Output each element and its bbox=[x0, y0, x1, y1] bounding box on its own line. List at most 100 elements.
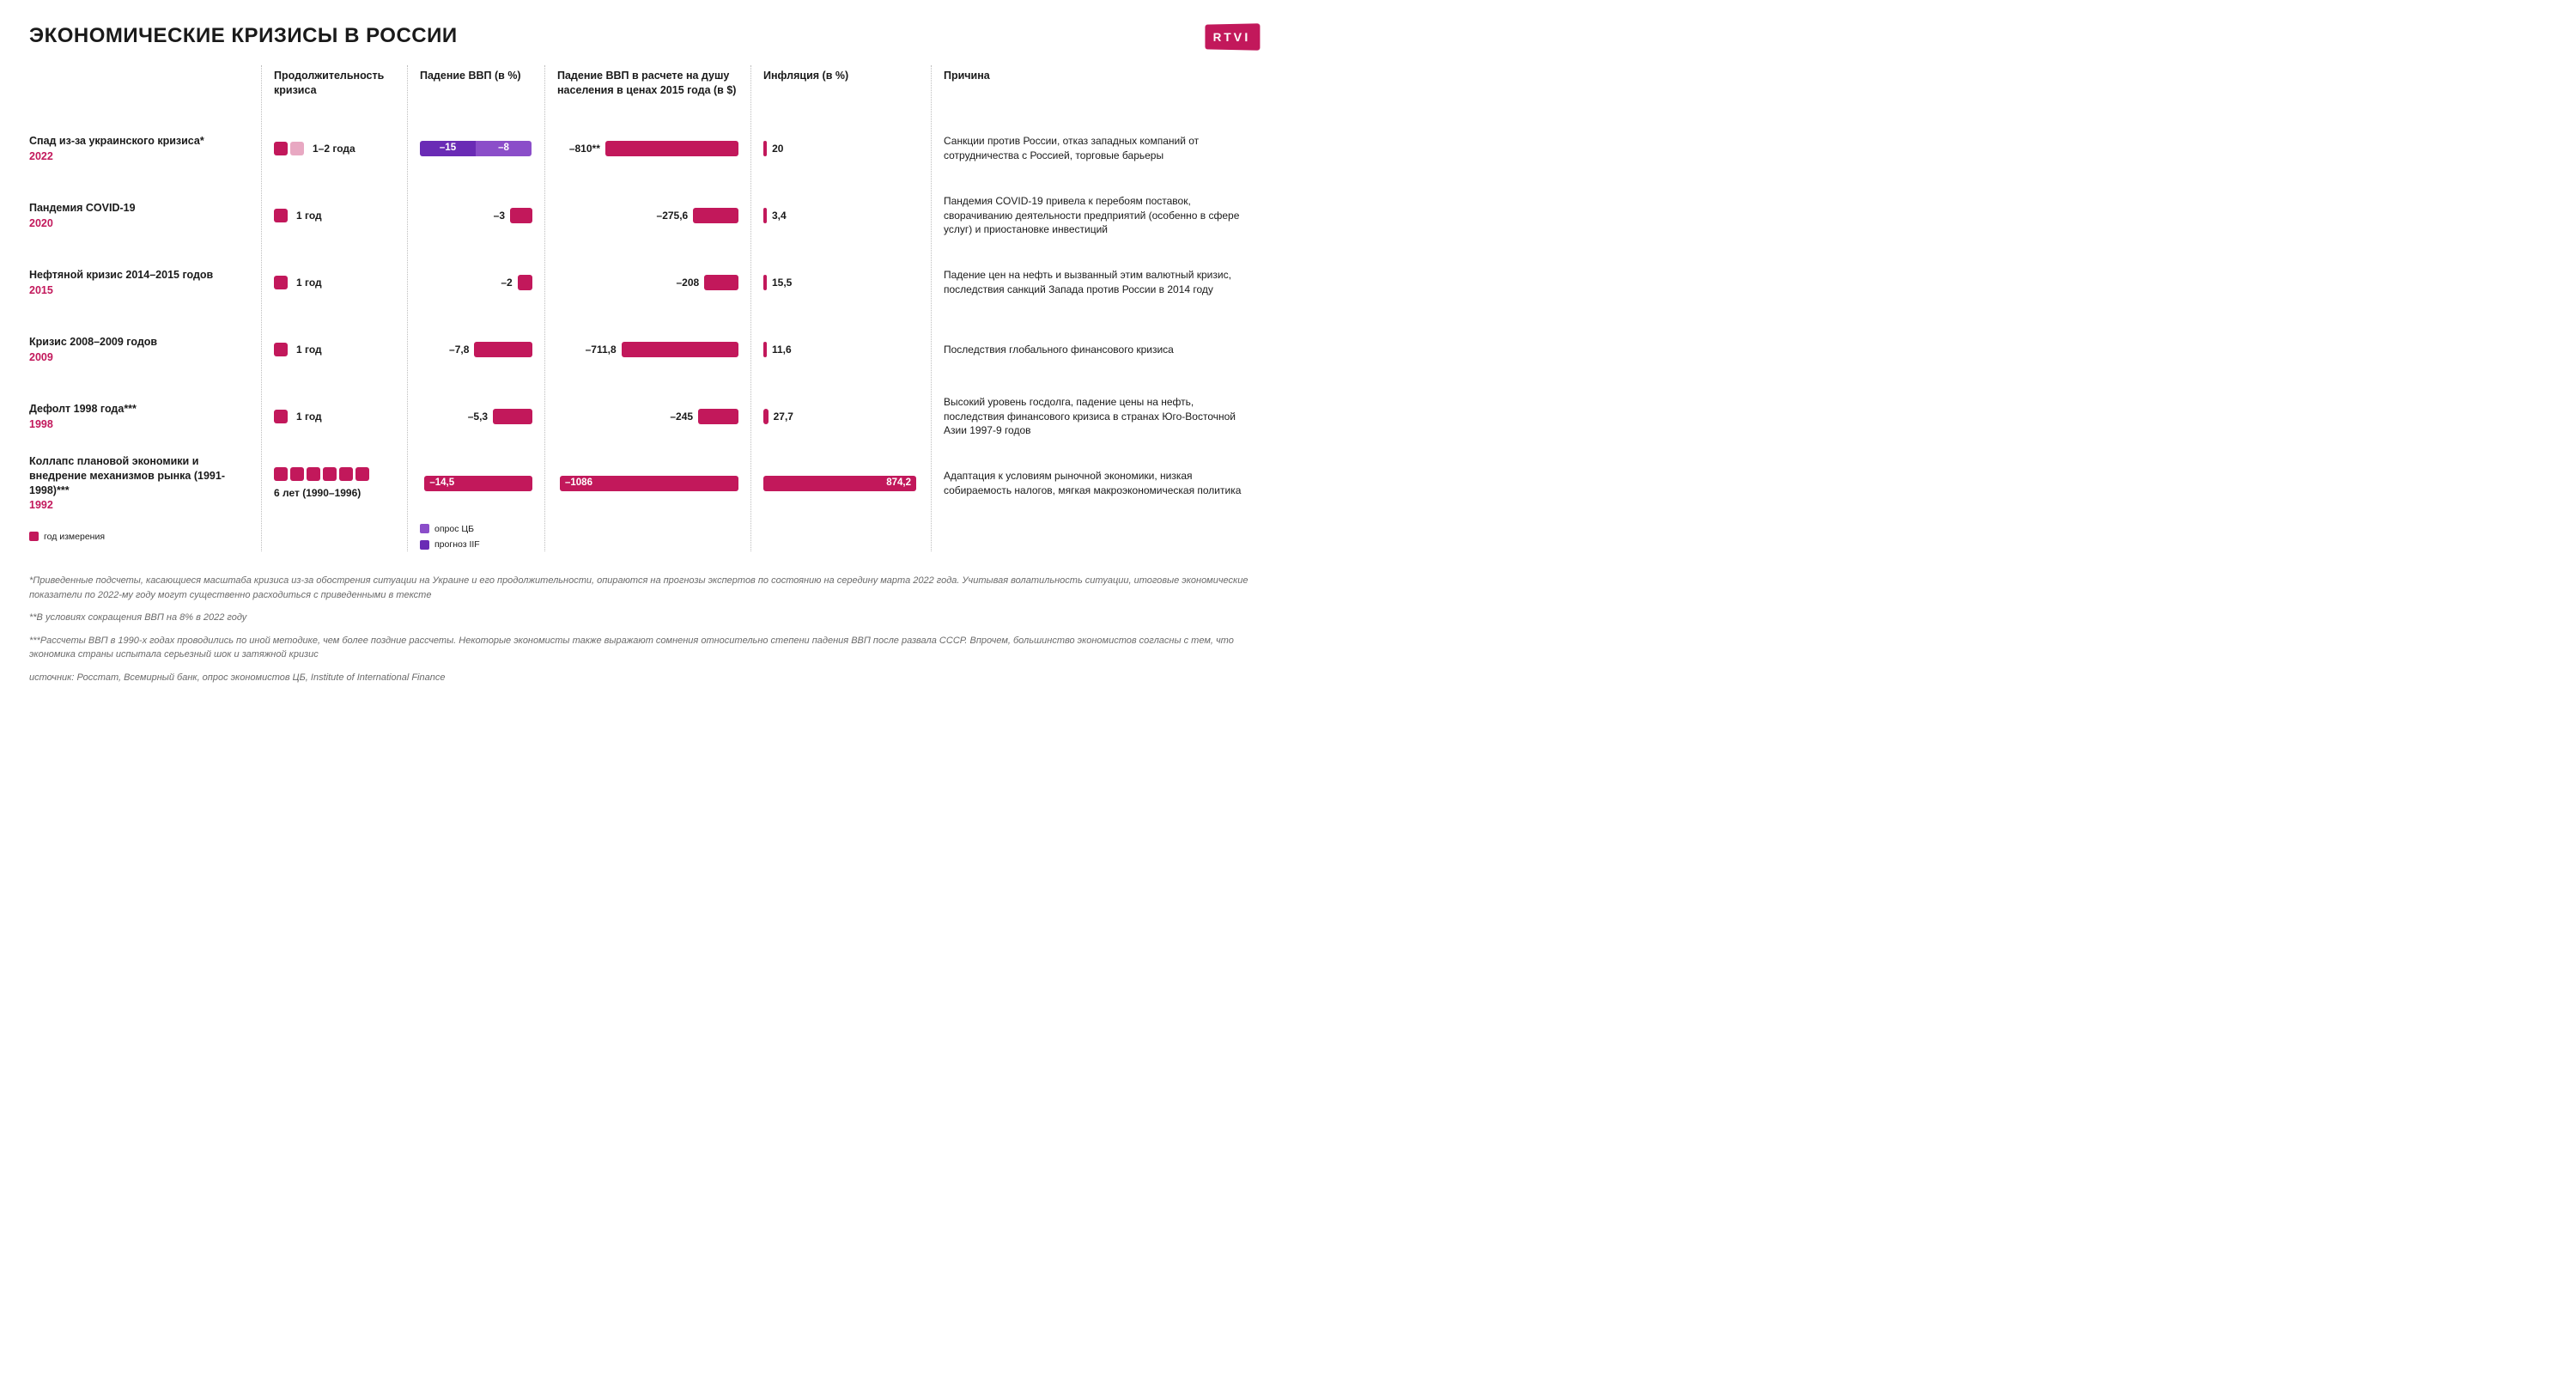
percap-bar bbox=[704, 275, 738, 290]
inflation-bar-wrap: 15,5 bbox=[763, 275, 919, 290]
percap-bar-wrap: –245 bbox=[557, 409, 738, 424]
gdp-pct-cell: –5,3 bbox=[420, 383, 532, 450]
gdp-value: –3 bbox=[494, 209, 505, 222]
duration-block bbox=[274, 410, 288, 423]
crisis-name: Дефолт 1998 года*** bbox=[29, 402, 249, 417]
column-header: Падение ВВП в расчете на душу населения … bbox=[557, 65, 738, 115]
footnote-line: ***Рассчеты ВВП в 1990-х годах проводили… bbox=[29, 634, 1259, 662]
duration-block bbox=[290, 142, 304, 155]
gdp-value: –2 bbox=[501, 276, 512, 289]
gdp-bar-wrap: –2 bbox=[420, 275, 532, 290]
inflation-bar-wrap: 27,7 bbox=[763, 409, 919, 424]
reason-text: Последствия глобального финансового криз… bbox=[944, 343, 1245, 357]
crisis-year: 1992 bbox=[29, 498, 249, 513]
percap-cell: –810** bbox=[557, 115, 738, 182]
gdp-pct-cell: –3 bbox=[420, 182, 532, 249]
column-header: Инфляция (в %) bbox=[763, 65, 919, 115]
legend-square-icon bbox=[29, 532, 39, 541]
percap-bar-wrap: –1086 bbox=[557, 476, 738, 491]
inflation-value: 874,2 bbox=[881, 477, 916, 490]
percap-value: –275,6 bbox=[657, 209, 689, 222]
duration-cell: 6 лет (1990–1996) bbox=[274, 450, 395, 517]
crisis-year: 2020 bbox=[29, 216, 249, 231]
crisis-label: Пандемия COVID-192020 bbox=[29, 182, 249, 249]
reason-text: Высокий уровень госдолга, падение цены н… bbox=[944, 395, 1245, 438]
legend-year-measure: год измерения bbox=[29, 517, 249, 551]
crisis-name: Коллапс плановой экономики и внедрение м… bbox=[29, 454, 249, 498]
column-header: Продолжительность кризиса bbox=[274, 65, 395, 115]
inflation-cell: 874,2 bbox=[763, 450, 919, 517]
duration-label: 1 год bbox=[296, 276, 322, 289]
percap-cell: –245 bbox=[557, 383, 738, 450]
footnote-line: **В условиях сокращения ВВП на 8% в 2022… bbox=[29, 611, 1259, 625]
crisis-year: 2009 bbox=[29, 350, 249, 365]
duration-block bbox=[339, 467, 353, 481]
duration-label: 1 год bbox=[296, 209, 322, 222]
percap-bar-wrap: –208 bbox=[557, 275, 738, 290]
inflation-cell: 11,6 bbox=[763, 316, 919, 383]
reason-cell: Последствия глобального финансового криз… bbox=[944, 316, 1245, 383]
duration-cell: 1–2 года bbox=[274, 115, 395, 182]
percap-cell: –208 bbox=[557, 249, 738, 316]
duration-block bbox=[274, 142, 288, 155]
percap-value: –810** bbox=[569, 142, 600, 155]
percap-value: –245 bbox=[670, 410, 693, 423]
crisis-label: Коллапс плановой экономики и внедрение м… bbox=[29, 450, 249, 517]
inflation-value: 15,5 bbox=[772, 276, 792, 289]
percap-cell: –711,8 bbox=[557, 316, 738, 383]
inflation-value: 3,4 bbox=[772, 209, 787, 222]
duration-block bbox=[307, 467, 320, 481]
reason-text: Адаптация к условиям рыночной экономики,… bbox=[944, 469, 1245, 498]
gdp-value: –5,3 bbox=[468, 410, 488, 423]
inflation-bar bbox=[763, 342, 767, 357]
inflation-bar-wrap: 3,4 bbox=[763, 208, 919, 223]
duration-cell: 1 год bbox=[274, 182, 395, 249]
percap-value: –1086 bbox=[560, 477, 598, 490]
duration-block bbox=[323, 467, 337, 481]
legend-label: опрос ЦБ bbox=[434, 523, 474, 535]
data-table: Спад из-за украинского кризиса*2022Панде… bbox=[29, 65, 1259, 551]
inflation-bar: 874,2 bbox=[763, 476, 916, 491]
duration-label: 6 лет (1990–1996) bbox=[274, 486, 395, 500]
percap-bar-wrap: –711,8 bbox=[557, 342, 738, 357]
crisis-name: Кризис 2008–2009 годов bbox=[29, 335, 249, 350]
crisis-label: Кризис 2008–2009 годов2009 bbox=[29, 316, 249, 383]
gdp-bar-wrap: –14,5 bbox=[420, 476, 532, 491]
crisis-year: 1998 bbox=[29, 417, 249, 432]
percap-bar bbox=[693, 208, 738, 223]
percap-value: –208 bbox=[676, 276, 699, 289]
column-header: Падение ВВП (в %) bbox=[420, 65, 532, 115]
inflation-bar bbox=[763, 409, 769, 424]
inflation-cell: 27,7 bbox=[763, 383, 919, 450]
gdp-value: –7,8 bbox=[449, 343, 469, 356]
duration-cell: 1 год bbox=[274, 383, 395, 450]
crisis-name: Спад из-за украинского кризиса* bbox=[29, 134, 249, 149]
footnotes: *Приведенные подсчеты, касающиеся масшта… bbox=[29, 574, 1259, 684]
gdp-value: –14,5 bbox=[424, 477, 459, 490]
inflation-cell: 20 bbox=[763, 115, 919, 182]
duration-cell: 1 год bbox=[274, 249, 395, 316]
percap-bar bbox=[605, 141, 738, 156]
duration-block bbox=[355, 467, 369, 481]
gdp-bar-wrap: –7,8 bbox=[420, 342, 532, 357]
legend-gdp-sources: опрос ЦБпрогноз IIF bbox=[420, 517, 532, 551]
percap-cell: –1086 bbox=[557, 450, 738, 517]
percap-value: –711,8 bbox=[586, 343, 617, 356]
legend-square-icon bbox=[420, 540, 429, 550]
reason-cell: Пандемия COVID-19 привела к перебоям пос… bbox=[944, 182, 1245, 249]
crisis-name: Пандемия COVID-19 bbox=[29, 201, 249, 216]
reason-cell: Падение цен на нефть и вызванный этим ва… bbox=[944, 249, 1245, 316]
reason-cell: Адаптация к условиям рыночной экономики,… bbox=[944, 450, 1245, 517]
inflation-bar-wrap: 11,6 bbox=[763, 342, 919, 357]
duration-label: 1–2 года bbox=[313, 142, 355, 155]
legend-square-icon bbox=[420, 524, 429, 533]
percap-bar-wrap: –810** bbox=[557, 141, 738, 156]
reason-cell: Высокий уровень госдолга, падение цены н… bbox=[944, 383, 1245, 450]
gdp-bar-wrap: –5,3 bbox=[420, 409, 532, 424]
percap-cell: –275,6 bbox=[557, 182, 738, 249]
inflation-value: 11,6 bbox=[772, 343, 792, 356]
crisis-year: 2015 bbox=[29, 283, 249, 298]
inflation-bar-wrap: 20 bbox=[763, 141, 919, 156]
inflation-bar bbox=[763, 141, 767, 156]
duration-label: 1 год bbox=[296, 343, 322, 356]
